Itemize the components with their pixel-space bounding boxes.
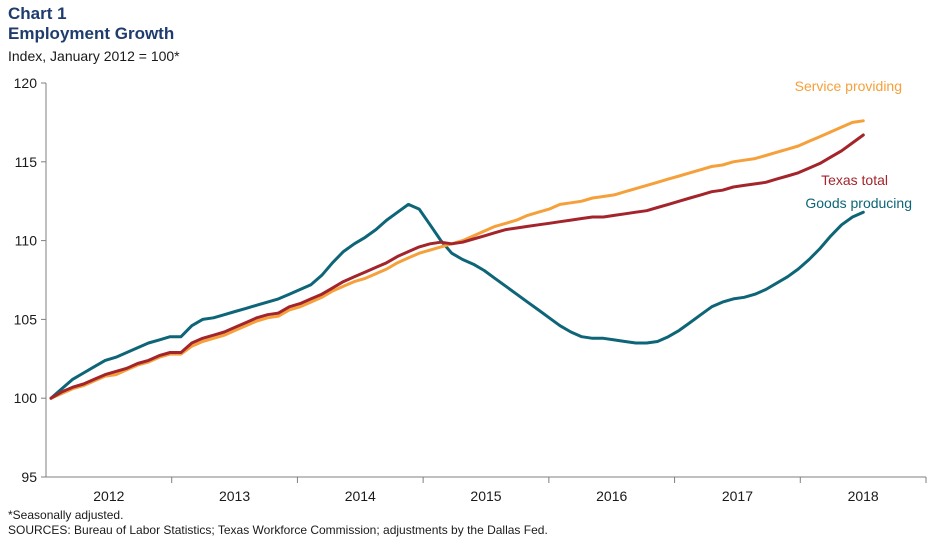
y-tick-label: 105 xyxy=(14,311,38,327)
series-line-texas-total xyxy=(49,133,865,400)
series-label-goods-producing: Goods producing xyxy=(805,195,912,211)
y-tick-label: 120 xyxy=(14,75,38,91)
series-line-goods-producing xyxy=(49,202,865,400)
x-tick-label: 2012 xyxy=(93,488,124,504)
x-tick-label: 2014 xyxy=(345,488,376,504)
chart-title: Employment Growth xyxy=(8,24,175,43)
x-tick-label: 2015 xyxy=(470,488,501,504)
x-tick-label: 2017 xyxy=(722,488,753,504)
series-label-service-providing: Service providing xyxy=(795,78,902,94)
title-block: Chart 1 Employment Growth Index, January… xyxy=(8,4,180,66)
y-tick-label: 95 xyxy=(21,469,37,485)
footnotes: *Seasonally adjusted. SOURCES: Bureau of… xyxy=(8,508,548,538)
chart-subtitle: Index, January 2012 = 100* xyxy=(8,48,180,64)
y-tick-label: 115 xyxy=(15,154,38,170)
x-tick-label: 2018 xyxy=(848,488,879,504)
seasonal-note: *Seasonally adjusted. xyxy=(8,508,124,522)
x-tick-label: 2013 xyxy=(219,488,250,504)
x-tick-label: 2016 xyxy=(596,488,627,504)
y-tick-label: 100 xyxy=(14,390,38,406)
series-line-service-providing xyxy=(49,119,865,400)
sources-note: SOURCES: Bureau of Labor Statistics; Tex… xyxy=(8,523,548,537)
chart-number: Chart 1 xyxy=(8,4,67,23)
y-tick-label: 110 xyxy=(15,233,38,249)
series-label-texas-total: Texas total xyxy=(821,172,888,188)
